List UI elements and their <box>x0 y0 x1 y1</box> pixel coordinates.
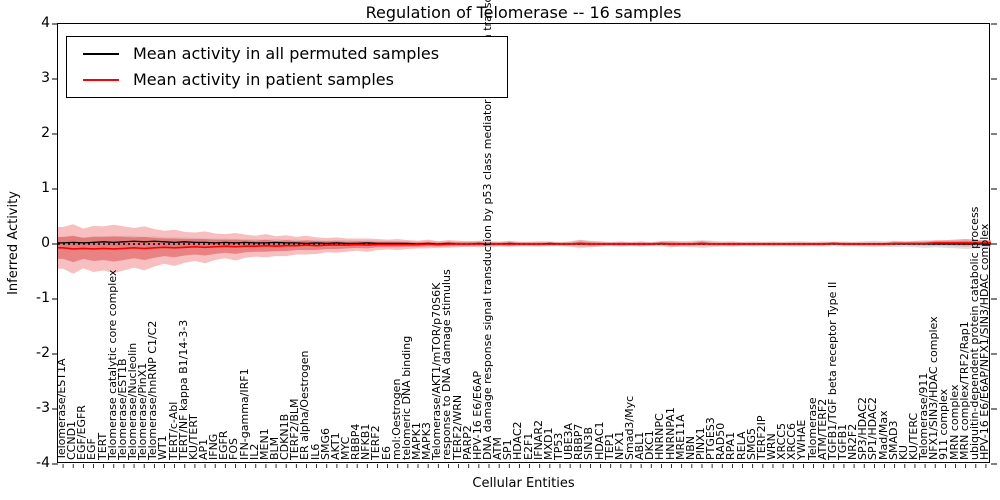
patient-mean-line <box>58 242 991 250</box>
y-tick-label: -2 <box>36 345 50 361</box>
legend-entry-permuted: Mean activity in all permuted samples <box>83 45 507 63</box>
y-tick-label: 0 <box>41 235 50 251</box>
plot-canvas <box>52 23 997 468</box>
plot-area <box>52 23 997 468</box>
legend-label-patient: Mean activity in patient samples <box>133 70 394 89</box>
x-axis-label: Cellular Entities <box>472 476 575 491</box>
y-tick-label: -4 <box>36 455 50 471</box>
y-tick-label: 3 <box>41 70 50 86</box>
legend: Mean activity in all permuted samples Me… <box>66 36 508 98</box>
legend-entry-patient: Mean activity in patient samples <box>83 71 507 89</box>
y-tick-label: 2 <box>41 125 50 141</box>
patient-line-sample <box>83 79 119 81</box>
y-tick-label: -1 <box>36 290 50 306</box>
legend-label-permuted: Mean activity in all permuted samples <box>133 44 440 63</box>
y-tick-label: 1 <box>41 180 50 196</box>
x-tick-label: HPV-16 E6/E6AP/NFX1/SIN3/HDAC complex <box>977 223 991 460</box>
chart-title: Regulation of Telomerase -- 16 samples <box>365 3 682 22</box>
y-tick-label: -3 <box>36 400 50 416</box>
y-tick-marks <box>52 23 997 465</box>
permuted-line-sample <box>83 53 119 55</box>
x-tick-marks <box>62 464 987 468</box>
patient-range-outer-band <box>58 224 991 274</box>
y-tick-label: 4 <box>41 15 50 31</box>
